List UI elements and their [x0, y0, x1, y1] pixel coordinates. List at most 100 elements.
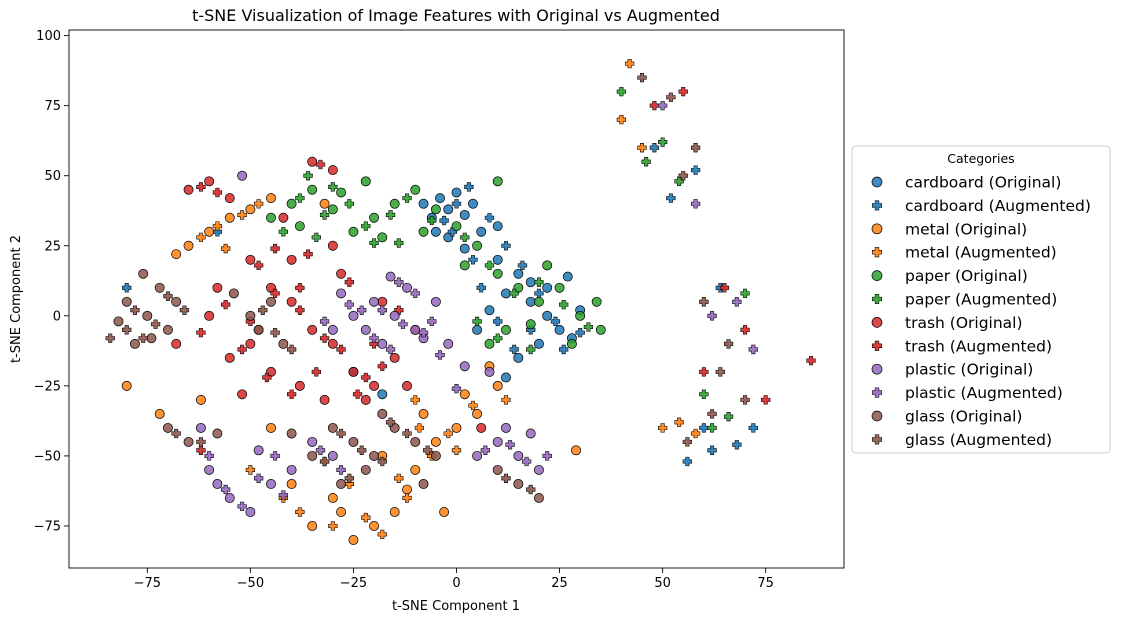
data-point: [460, 232, 470, 242]
data-point: [369, 238, 379, 248]
data-point: [336, 288, 347, 299]
data-point: [459, 209, 470, 220]
data-point: [740, 395, 750, 405]
data-point: [616, 115, 627, 125]
data-point: [307, 436, 318, 447]
data-point: [179, 305, 190, 315]
data-point: [723, 412, 734, 422]
data-point: [344, 473, 354, 483]
data-point: [657, 423, 668, 433]
data-point: [484, 260, 495, 271]
data-point: [150, 319, 161, 329]
data-point: [204, 464, 215, 475]
data-point: [501, 473, 511, 483]
x-tick-label: −25: [340, 576, 367, 591]
data-point: [385, 417, 396, 427]
data-point: [501, 422, 511, 433]
data-point: [278, 338, 289, 349]
data-point: [163, 291, 173, 301]
data-point: [327, 492, 338, 503]
legend-plus-marker: [871, 293, 883, 305]
data-point: [443, 428, 453, 439]
data-point: [377, 232, 388, 243]
data-point: [336, 478, 347, 489]
data-point: [278, 212, 289, 223]
data-point: [501, 288, 511, 299]
data-point: [533, 492, 544, 503]
data-point: [327, 204, 338, 215]
series-group: [196, 58, 701, 540]
series-group: [204, 101, 758, 511]
data-point: [121, 380, 132, 391]
data-point: [451, 199, 462, 209]
data-point: [575, 327, 585, 338]
data-point: [493, 333, 503, 343]
data-point: [513, 352, 524, 363]
data-point: [221, 299, 231, 310]
data-point: [707, 423, 717, 433]
data-point: [360, 176, 371, 187]
data-point: [430, 436, 441, 447]
legend-label: cardboard (Augmented): [905, 197, 1091, 215]
data-point: [266, 422, 276, 433]
data-point: [459, 260, 470, 271]
data-point: [237, 210, 247, 220]
data-point: [352, 389, 363, 399]
data-point: [328, 521, 338, 531]
data-point: [204, 451, 214, 461]
legend-circle-marker: [871, 176, 883, 188]
data-point: [319, 210, 330, 220]
data-point: [525, 319, 536, 330]
data-point: [245, 254, 256, 265]
data-point: [435, 350, 445, 360]
data-point: [389, 198, 400, 209]
legend-circle-marker: [871, 223, 883, 235]
data-point: [690, 143, 701, 153]
data-point: [344, 277, 354, 287]
legend-plus-marker: [871, 340, 883, 351]
data-point: [142, 310, 153, 321]
data-point: [492, 464, 503, 475]
data-point: [171, 338, 182, 349]
data-point: [472, 450, 483, 461]
data-point: [583, 322, 594, 332]
data-point: [492, 380, 503, 391]
series-group: [121, 193, 581, 545]
data-point: [369, 296, 380, 307]
data-point: [566, 338, 577, 349]
data-point: [237, 501, 247, 511]
data-point: [427, 316, 437, 327]
data-point: [451, 384, 462, 394]
data-point: [699, 367, 709, 377]
legend-label: glass (Original): [905, 408, 1022, 426]
x-tick-label: −50: [237, 576, 264, 591]
data-point: [348, 226, 359, 237]
data-point: [328, 182, 338, 192]
data-point: [443, 204, 454, 215]
data-point: [237, 170, 248, 181]
data-point: [674, 176, 684, 186]
data-point: [348, 366, 359, 377]
data-point: [492, 254, 503, 265]
data-point: [492, 176, 503, 187]
data-point: [682, 437, 692, 447]
data-point: [575, 310, 586, 321]
data-point: [253, 445, 264, 456]
data-point: [435, 193, 445, 204]
data-point: [472, 240, 483, 251]
data-point: [402, 193, 412, 203]
data-point: [138, 268, 149, 279]
data-point: [468, 255, 478, 265]
legend-label: trash (Original): [905, 314, 1023, 332]
data-point: [806, 356, 816, 366]
data-point: [183, 240, 194, 251]
data-point: [319, 316, 330, 327]
data-point: [732, 440, 742, 450]
data-point: [360, 394, 371, 405]
plot-area-frame: [68, 29, 845, 569]
data-point: [224, 352, 235, 363]
series-group: [278, 87, 750, 433]
data-point: [295, 283, 305, 293]
data-point: [459, 389, 470, 400]
legend-plus-marker: [871, 434, 883, 445]
